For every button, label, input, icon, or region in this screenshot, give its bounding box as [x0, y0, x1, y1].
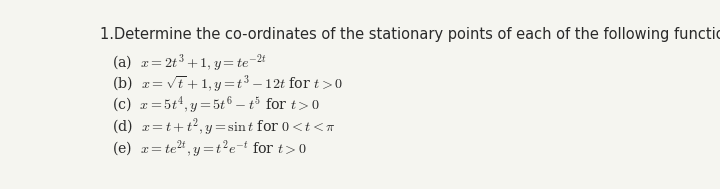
Text: (d)  $x = t + t^2, y = \sin t$ for $0 < t < \pi$: (d) $x = t + t^2, y = \sin t$ for $0 < t… [112, 116, 336, 138]
Text: (c)  $x = 5t^4, y = 5t^6 - t^5$ for $t > 0$: (c) $x = 5t^4, y = 5t^6 - t^5$ for $t > … [112, 95, 320, 116]
Text: (a)  $x = 2t^3 + 1, y = te^{-2t}$: (a) $x = 2t^3 + 1, y = te^{-2t}$ [112, 52, 267, 74]
Text: 1.Determine the co-ordinates of the stationary points of each of the following f: 1.Determine the co-ordinates of the stat… [100, 27, 720, 42]
Text: (e)  $x = te^{2t}, y = t^2e^{-t}$ for $t > 0$: (e) $x = te^{2t}, y = t^2e^{-t}$ for $t … [112, 138, 307, 160]
Text: (b)  $x = \sqrt{t} + 1, y = t^3 - 12t$ for $t > 0$: (b) $x = \sqrt{t} + 1, y = t^3 - 12t$ fo… [112, 73, 343, 94]
